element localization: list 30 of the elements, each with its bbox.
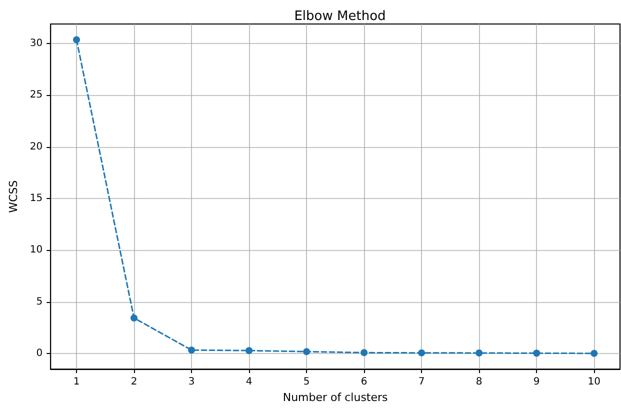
x-tick-label: 9 [533,376,540,388]
point [418,349,426,356]
point [188,346,196,354]
x-axis-title: Number of clusters [282,391,388,404]
y-tick-label: 20 [30,141,43,152]
x-tick-label: 3 [188,376,195,388]
x-tick-label: 8 [476,376,482,388]
y-tick-label: 5 [36,296,43,308]
x-tick-label: 6 [360,376,368,388]
x-tick-label: 2 [130,376,138,388]
point [476,349,483,356]
x-tick-label: 10 [588,376,600,388]
chart-title: Elbow Method [294,9,386,24]
y-tick-label: 10 [30,244,43,256]
x-tick-label: 7 [418,376,425,388]
x-tick-label: 1 [73,376,80,388]
y-axis-title: WCSS [7,180,20,213]
point [533,350,540,357]
y-tick-label: 25 [30,90,43,101]
point [590,350,598,357]
y-tick-label: 30 [30,38,43,49]
point [303,348,310,356]
point [246,347,253,354]
point [360,349,368,356]
point [130,314,138,322]
x-tick-label: 4 [246,376,252,388]
y-tick-label: 0 [36,348,43,360]
point [73,36,80,44]
y-tick-label: 15 [30,193,43,204]
x-tick-label: 5 [303,376,310,388]
